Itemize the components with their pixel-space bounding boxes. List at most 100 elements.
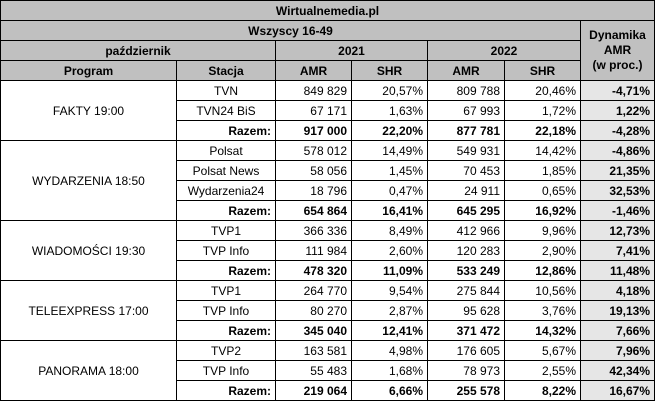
dynamics-header-line2: AMR (603, 43, 632, 57)
amr-2021: 67 171 (275, 100, 352, 121)
total-row: Razem: 219 064 6,66% 255 578 8,22% 16,67% (1, 380, 655, 401)
amr-2021: 111 984 (275, 240, 352, 261)
amr-2021: 264 770 (275, 280, 352, 301)
amr-dynamics: 16,67% (579, 380, 655, 401)
amr-2022: 645 295 (427, 200, 505, 221)
dynamics-header-line3: (w proc.) (592, 58, 643, 72)
station-name: TVP Info (176, 300, 276, 321)
shr-2021: 20,57% (351, 80, 428, 101)
amr-dynamics: -4,86% (579, 140, 655, 161)
amr-2021: 55 483 (275, 360, 352, 381)
amr-2022: 371 472 (427, 320, 505, 341)
shr-2021: 0,47% (351, 180, 428, 201)
table-row: TVN24 BiS 67 171 1,63% 67 993 1,72% 1,22% (1, 100, 655, 121)
amr-2021: 163 581 (275, 340, 352, 361)
amr-dynamics: 42,34% (579, 360, 655, 381)
total-label: Razem: (176, 320, 276, 341)
station-name: TVP Info (176, 360, 276, 381)
table-row: FAKTY 19:00 TVN 849 829 20,57% 809 788 20,46%… (0, 80, 655, 141)
amr-2021: 219 064 (275, 380, 352, 401)
amr-2021: 366 336 (275, 220, 352, 241)
table-row: TVP Info 111 984 2,60% 120 283 2,90% 7,41% (1, 240, 655, 261)
amr-2021: 849 829 (275, 80, 352, 101)
amr-2022: 120 283 (427, 240, 505, 261)
amr-2022: 95 628 (427, 300, 505, 321)
station-name: TVP2 (176, 340, 276, 361)
amr-2022: 412 966 (427, 220, 505, 241)
col-program-header: Program (0, 60, 177, 81)
dynamics-header: Dynamika AMR (w proc.) (579, 20, 655, 81)
col-shr2-header: SHR (504, 60, 581, 81)
amr-2021: 478 320 (275, 260, 352, 281)
shr-2022: 0,65% (504, 180, 581, 201)
table-row: Wydarzenia24 18 796 0,47% 24 911 0,65% 32,53% (1, 180, 655, 201)
table-row: TVP Info 55 483 1,68% 78 973 2,55% 42,34% (1, 360, 655, 381)
station-name: TVN24 BiS (176, 100, 276, 121)
program-name: PANORAMA 18:00 (0, 340, 177, 401)
station-name: TVP1 (176, 280, 276, 301)
amr-dynamics: 7,96% (579, 340, 655, 361)
amr-dynamics: 1,22% (579, 100, 655, 121)
table-row: TELEEXPRESS 17:00 TVP1 264 770 9,54% 275 844… (0, 280, 655, 341)
amr-2022: 24 911 (427, 180, 505, 201)
target-group: Wszyscy 16-49 (0, 20, 581, 41)
station-name: TVN (176, 80, 276, 101)
shr-2022: 1,85% (504, 160, 581, 181)
station-name: Polsat News (176, 160, 276, 181)
amr-dynamics: -1,46% (579, 200, 655, 221)
table-body: FAKTY 19:00 TVN 849 829 20,57% 809 788 20,46%… (0, 80, 655, 401)
amr-2022: 275 844 (427, 280, 505, 301)
shr-2022: 1,72% (504, 100, 581, 121)
table-row: WYDARZENIA 18:50 Polsat 578 012 14,49% 549 9… (0, 140, 655, 221)
amr-dynamics: -4,71% (579, 80, 655, 101)
shr-2021: 2,87% (351, 300, 428, 321)
shr-2022: 14,32% (504, 320, 581, 341)
amr-2022: 809 788 (427, 80, 505, 101)
shr-2022: 14,42% (504, 140, 581, 161)
shr-2022: 2,90% (504, 240, 581, 261)
shr-2022: 9,96% (504, 220, 581, 241)
shr-2022: 22,18% (504, 120, 581, 141)
year2-header: 2022 (427, 40, 581, 61)
shr-2021: 12,41% (351, 320, 428, 341)
amr-2022: 67 993 (427, 100, 505, 121)
shr-2021: 9,54% (351, 280, 428, 301)
program-name: TELEEXPRESS 17:00 (0, 280, 177, 341)
shr-2022: 12,86% (504, 260, 581, 281)
amr-dynamics: 21,35% (579, 160, 655, 181)
amr-dynamics: -4,28% (579, 120, 655, 141)
shr-2021: 4,98% (351, 340, 428, 361)
total-label: Razem: (176, 380, 276, 401)
amr-dynamics: 4,18% (579, 280, 655, 301)
amr-2021: 80 270 (275, 300, 352, 321)
shr-2022: 20,46% (504, 80, 581, 101)
amr-dynamics: 12,73% (579, 220, 655, 241)
site-title: Wirtualnemedia.pl (0, 0, 655, 21)
shr-2022: 2,55% (504, 360, 581, 381)
shr-2021: 1,63% (351, 100, 428, 121)
col-amr1-header: AMR (275, 60, 352, 81)
station-name: Polsat (176, 140, 276, 161)
amr-2021: 18 796 (275, 180, 352, 201)
shr-2021: 1,45% (351, 160, 428, 181)
col-shr1-header: SHR (351, 60, 428, 81)
amr-2022: 549 931 (427, 140, 505, 161)
shr-2021: 14,49% (351, 140, 428, 161)
amr-2022: 533 249 (427, 260, 505, 281)
total-label: Razem: (176, 200, 276, 221)
shr-2021: 16,41% (351, 200, 428, 221)
station-name: Wydarzenia24 (176, 180, 276, 201)
shr-2022: 5,67% (504, 340, 581, 361)
shr-2021: 2,60% (351, 240, 428, 261)
program-name: WIADOMOŚCI 19:30 (0, 220, 177, 281)
program-name: WYDARZENIA 18:50 (0, 140, 177, 221)
dynamics-header-line1: Dynamika (589, 28, 646, 42)
table-header: Wirtualnemedia.pl Wszyscy 16-49 Dynamika… (0, 0, 655, 81)
amr-2022: 176 605 (427, 340, 505, 361)
amr-2022: 78 973 (427, 360, 505, 381)
amr-2021: 58 056 (275, 160, 352, 181)
amr-dynamics: 11,48% (579, 260, 655, 281)
table-row: PANORAMA 18:00 TVP2 163 581 4,98% 176 605 5,6… (0, 340, 655, 401)
amr-2021: 654 864 (275, 200, 352, 221)
